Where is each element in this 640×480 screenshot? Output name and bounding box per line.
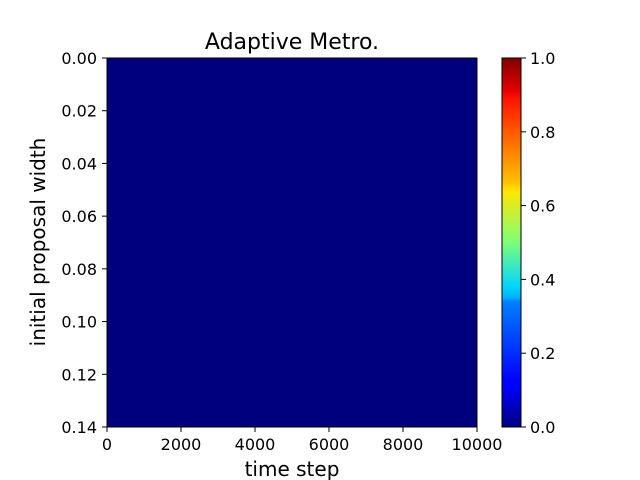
chart-title: Adaptive Metro. [205,30,379,55]
colorbar-tick-label: 0.6 [530,197,555,216]
y-tick-label: 0.00 [61,49,97,68]
y-axis: 0.00 0.02 0.04 0.06 0.08 0.10 0.12 0.14 [61,49,107,437]
colorbar [501,57,522,428]
x-tick-label: 2000 [161,435,202,454]
y-tick-label: 0.08 [61,260,97,279]
y-tick-label: 0.02 [61,102,97,121]
y-tick-label: 0.10 [61,313,97,332]
y-tick-label: 0.12 [61,365,97,384]
x-tick-label: 4000 [235,435,276,454]
x-axis: 0 2000 4000 6000 8000 10000 [102,427,503,454]
x-tick-label: 0 [102,435,112,454]
colorbar-tick-label: 0.2 [530,344,555,363]
colorbar-axis: 0.0 0.2 0.4 0.6 0.8 1.0 [521,49,555,437]
x-tick-label: 8000 [383,435,424,454]
y-tick-label: 0.06 [61,207,97,226]
plot-frame [106,57,478,428]
y-tick-label: 0.04 [61,154,97,173]
colorbar-tick-label: 1.0 [530,49,555,68]
x-tick-label: 6000 [309,435,350,454]
colorbar-tick-label: 0.4 [530,270,555,289]
x-axis-label: time step [245,457,340,480]
heatmap-image [107,58,477,427]
y-axis-label: initial proposal width [26,138,50,347]
colorbar-tick-label: 0.8 [530,123,555,142]
colorbar-tick-label: 0.0 [530,418,555,437]
y-tick-label: 0.14 [61,418,97,437]
x-tick-label: 10000 [452,435,503,454]
